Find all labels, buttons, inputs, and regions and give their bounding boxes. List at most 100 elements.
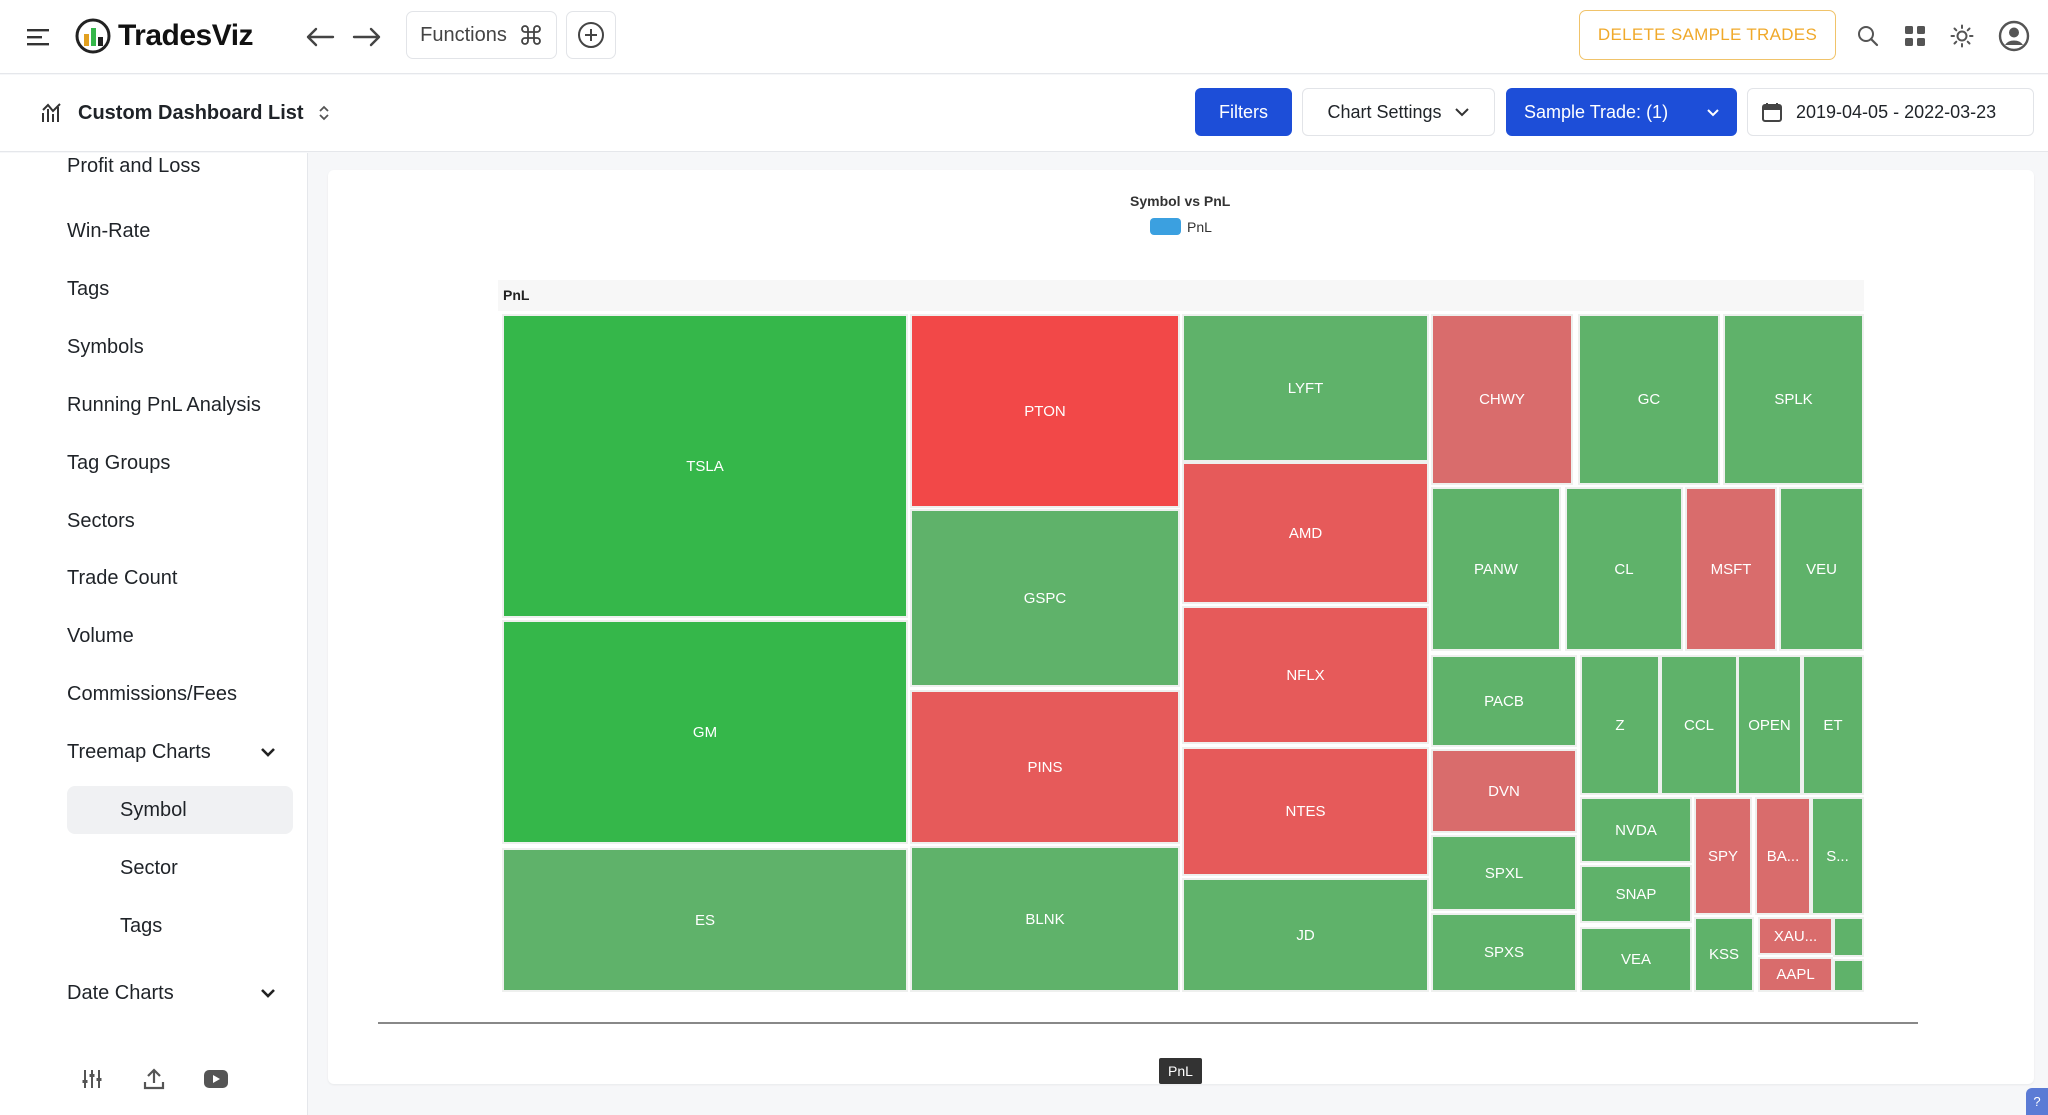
upload-icon[interactable] bbox=[139, 1064, 169, 1094]
sidebar-item-volume[interactable]: Volume bbox=[67, 624, 134, 647]
sidebar-subitem-symbol[interactable]: Symbol bbox=[67, 786, 293, 834]
sidebar-item-running-pnl[interactable]: Running PnL Analysis bbox=[67, 393, 261, 416]
menu-icon[interactable] bbox=[20, 20, 56, 54]
chevron-down-icon[interactable] bbox=[256, 981, 280, 1005]
treemap-tile[interactable]: VEU bbox=[1779, 487, 1864, 651]
treemap-tile[interactable]: JD bbox=[1182, 878, 1429, 992]
treemap-tile[interactable]: SPXS bbox=[1431, 913, 1577, 992]
treemap-tile[interactable]: BA... bbox=[1755, 797, 1811, 915]
treemap-tile[interactable]: ES bbox=[502, 848, 908, 992]
chart-legend[interactable]: PnL bbox=[1150, 218, 1212, 235]
treemap-header-label: PnL bbox=[503, 287, 530, 303]
search-icon[interactable] bbox=[1850, 18, 1886, 54]
sidebar-item-treemap-charts[interactable]: Treemap Charts bbox=[67, 740, 211, 763]
date-range-text: 2019-04-05 - 2022-03-23 bbox=[1796, 101, 1997, 122]
treemap-tile-label: GSPC bbox=[1023, 589, 1067, 607]
youtube-icon[interactable] bbox=[201, 1064, 231, 1094]
app-logo[interactable]: TradesViz bbox=[74, 14, 254, 58]
sidebar-subitem-tags[interactable]: Tags bbox=[120, 914, 163, 937]
treemap-tile[interactable]: TSLA bbox=[502, 314, 908, 618]
delete-sample-trades-button[interactable]: DELETE SAMPLE TRADES bbox=[1579, 10, 1836, 60]
help-icon[interactable]: ? bbox=[2026, 1088, 2048, 1115]
sliders-icon[interactable] bbox=[77, 1064, 107, 1094]
treemap-header bbox=[498, 280, 1864, 311]
treemap-tile[interactable]: AMD bbox=[1182, 462, 1429, 604]
sidebar-item-tag-groups[interactable]: Tag Groups bbox=[67, 451, 171, 474]
date-range-picker[interactable]: 2019-04-05 - 2022-03-23 bbox=[1747, 88, 2034, 136]
sidebar-subitem-sector[interactable]: Sector bbox=[120, 856, 178, 879]
treemap-tile[interactable]: DVN bbox=[1431, 749, 1577, 833]
dashboard-title: Custom Dashboard List bbox=[78, 101, 304, 124]
treemap-tile[interactable]: MSFT bbox=[1685, 487, 1777, 651]
treemap-tile[interactable]: VEA bbox=[1580, 927, 1692, 992]
sidebar-item-symbols[interactable]: Symbols bbox=[67, 335, 144, 358]
treemap-tile[interactable]: GM bbox=[502, 620, 908, 844]
treemap-tile-label: AAPL bbox=[1776, 966, 1815, 983]
account-icon[interactable] bbox=[1992, 14, 2036, 58]
treemap-tile[interactable]: Z bbox=[1580, 655, 1660, 795]
treemap-tile[interactable]: SPLK bbox=[1723, 314, 1864, 485]
chart-settings-button[interactable]: Chart Settings bbox=[1302, 88, 1495, 136]
treemap-tile[interactable]: NTES bbox=[1182, 747, 1429, 876]
treemap-tile[interactable] bbox=[1833, 959, 1864, 992]
treemap-tile[interactable]: PACB bbox=[1431, 655, 1577, 747]
sidebar-item-trade-count[interactable]: Trade Count bbox=[67, 566, 178, 589]
chart-title: Symbol vs PnL bbox=[1130, 193, 1231, 209]
filters-button[interactable]: Filters bbox=[1195, 88, 1292, 136]
treemap-tile-label: S... bbox=[1826, 847, 1849, 865]
treemap-tile[interactable]: PANW bbox=[1431, 487, 1561, 651]
treemap-tile[interactable]: GSPC bbox=[910, 509, 1180, 687]
back-arrow-icon[interactable] bbox=[300, 18, 340, 56]
sort-chevrons-icon bbox=[318, 105, 329, 121]
apps-grid-icon[interactable] bbox=[1897, 18, 1933, 54]
sample-trades-dropdown[interactable]: Sample Trade: (1) bbox=[1506, 88, 1737, 136]
treemap-tile[interactable]: BLNK bbox=[910, 846, 1180, 992]
treemap-tile-label: NFLX bbox=[1286, 666, 1325, 684]
sidebar-item-date-charts[interactable]: Date Charts bbox=[67, 981, 174, 1004]
treemap-tile[interactable]: NFLX bbox=[1182, 606, 1429, 744]
chevron-down-icon[interactable] bbox=[256, 740, 280, 764]
treemap-tile-label: NVDA bbox=[1615, 821, 1657, 839]
treemap-tile-label: SPXS bbox=[1483, 944, 1525, 961]
treemap-tile[interactable]: SPY bbox=[1694, 797, 1752, 915]
treemap-tile[interactable]: CHWY bbox=[1431, 314, 1573, 485]
sidebar-item-win-rate[interactable]: Win-Rate bbox=[67, 219, 151, 242]
add-button[interactable] bbox=[566, 11, 616, 59]
sidebar-item-profit-and-loss[interactable]: Profit and Loss bbox=[67, 154, 201, 177]
treemap-tile[interactable]: OPEN bbox=[1737, 655, 1802, 795]
chevron-down-icon bbox=[1454, 108, 1469, 117]
treemap-tile[interactable]: GC bbox=[1578, 314, 1720, 485]
treemap-tile[interactable]: S... bbox=[1811, 797, 1864, 915]
treemap-tile[interactable]: CL bbox=[1565, 487, 1683, 651]
treemap-tile[interactable]: SNAP bbox=[1580, 865, 1692, 923]
functions-button[interactable]: Functions bbox=[406, 11, 557, 59]
treemap-tile[interactable]: NVDA bbox=[1580, 797, 1692, 863]
treemap-tile[interactable]: PTON bbox=[910, 314, 1180, 508]
forward-arrow-icon[interactable] bbox=[347, 18, 387, 56]
treemap-tile[interactable]: CCL bbox=[1660, 655, 1738, 795]
treemap-tile-label: ES bbox=[694, 911, 715, 929]
dashboard-toolbar: Custom Dashboard List Filters Chart Sett… bbox=[0, 75, 2048, 152]
treemap-tile[interactable]: SPXL bbox=[1431, 835, 1577, 911]
sidebar-item-commissions-fees[interactable]: Commissions/Fees bbox=[67, 682, 238, 705]
treemap-tile-label: PANW bbox=[1474, 560, 1518, 578]
chevron-down-icon bbox=[1707, 109, 1719, 117]
treemap-tile[interactable]: AAPL bbox=[1758, 957, 1833, 992]
treemap-tile[interactable] bbox=[1833, 917, 1864, 957]
sun-icon[interactable] bbox=[1944, 18, 1980, 54]
sidebar: Profit and Loss Win-Rate Tags Symbols Ru… bbox=[0, 153, 308, 1115]
treemap-tile[interactable]: ET bbox=[1802, 655, 1864, 795]
treemap-tile[interactable]: PINS bbox=[910, 690, 1180, 844]
treemap-tile[interactable]: LYFT bbox=[1182, 314, 1429, 462]
treemap-tile-label: JD bbox=[1296, 926, 1315, 944]
command-key-icon bbox=[520, 25, 541, 45]
sidebar-item-sectors[interactable]: Sectors bbox=[67, 509, 135, 532]
dashboard-selector[interactable]: Custom Dashboard List bbox=[40, 97, 330, 129]
treemap-tile[interactable]: KSS bbox=[1694, 917, 1754, 992]
sidebar-item-tags[interactable]: Tags bbox=[67, 277, 110, 300]
treemap-tile-label: BA... bbox=[1766, 847, 1800, 865]
treemap-tile-label: AMD bbox=[1288, 524, 1323, 542]
legend-swatch bbox=[1150, 218, 1181, 235]
treemap-tile[interactable]: XAU... bbox=[1758, 917, 1833, 955]
treemap-tile-label: CCL bbox=[1683, 716, 1714, 734]
